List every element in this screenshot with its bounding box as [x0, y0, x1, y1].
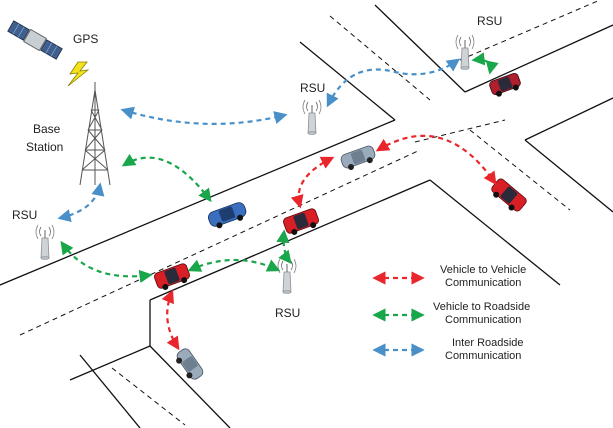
lane-line — [459, 0, 601, 61]
inter-roadside-link — [326, 58, 461, 108]
road-edge — [374, 4, 466, 93]
rsu-label: RSU — [477, 14, 502, 28]
rsu-icon — [302, 99, 322, 135]
legend-item-v2v: Vehicle to Vehicle Communication — [372, 264, 526, 289]
car-icon — [340, 145, 376, 170]
inter-roadside-link — [120, 106, 288, 125]
base-station-label-line2: Station — [26, 140, 63, 154]
legend: Vehicle to Vehicle Communication Vehicle… — [372, 264, 530, 362]
base-station-label-line1: Base — [33, 122, 61, 136]
legend-inter-roadside-line2: Communication — [445, 350, 521, 362]
road-edge — [464, 24, 613, 93]
rsu-label: RSU — [12, 208, 37, 222]
road-edge — [524, 139, 613, 213]
legend-v2r-line2: Communication — [445, 314, 521, 326]
legend-item-inter-roadside: Inter Roadside Communication — [372, 337, 524, 362]
legend-v2v-line2: Communication — [445, 277, 521, 289]
car-icon — [283, 208, 319, 235]
car-icon — [489, 73, 521, 97]
lane-line — [19, 149, 421, 336]
road-edge — [79, 354, 141, 428]
tower-icon — [79, 82, 111, 186]
legend-v2r-line1: Vehicle to Roadside — [433, 301, 530, 313]
road-edge — [524, 97, 613, 141]
lane-line — [329, 15, 431, 101]
rsu-label: RSU — [275, 306, 300, 320]
v2v-link — [161, 289, 180, 351]
rsu-icon — [455, 34, 475, 70]
gps-label: GPS — [73, 32, 98, 46]
v2r-link — [187, 258, 281, 272]
rsu-label: RSU — [300, 81, 325, 95]
legend-inter-roadside-line1: Inter Roadside — [452, 337, 524, 349]
lane-line — [414, 119, 506, 143]
road-edge — [69, 345, 151, 381]
v2r-link — [60, 240, 153, 283]
v2v-link — [375, 134, 497, 186]
rsu-icon — [35, 224, 55, 260]
car-icon — [491, 178, 527, 212]
v2r-link — [276, 229, 292, 265]
v2v-link — [290, 156, 335, 209]
road-edge — [149, 345, 231, 428]
satellite-icon — [7, 20, 63, 60]
car-icon — [176, 348, 204, 380]
lane-line — [111, 367, 186, 426]
lightning-icon — [67, 61, 90, 87]
base-station-label: Base Station — [26, 122, 64, 154]
car-icon — [154, 263, 190, 290]
road-edge — [429, 179, 561, 286]
legend-item-v2r: Vehicle to Roadside Communication — [372, 301, 530, 326]
rsu-icon — [277, 258, 297, 294]
legend-v2v-line1: Vehicle to Vehicle — [440, 264, 526, 276]
v2r-link — [471, 52, 499, 75]
v2r-link — [121, 153, 212, 203]
car-icon — [208, 202, 247, 229]
inter-roadside-link — [57, 182, 105, 223]
